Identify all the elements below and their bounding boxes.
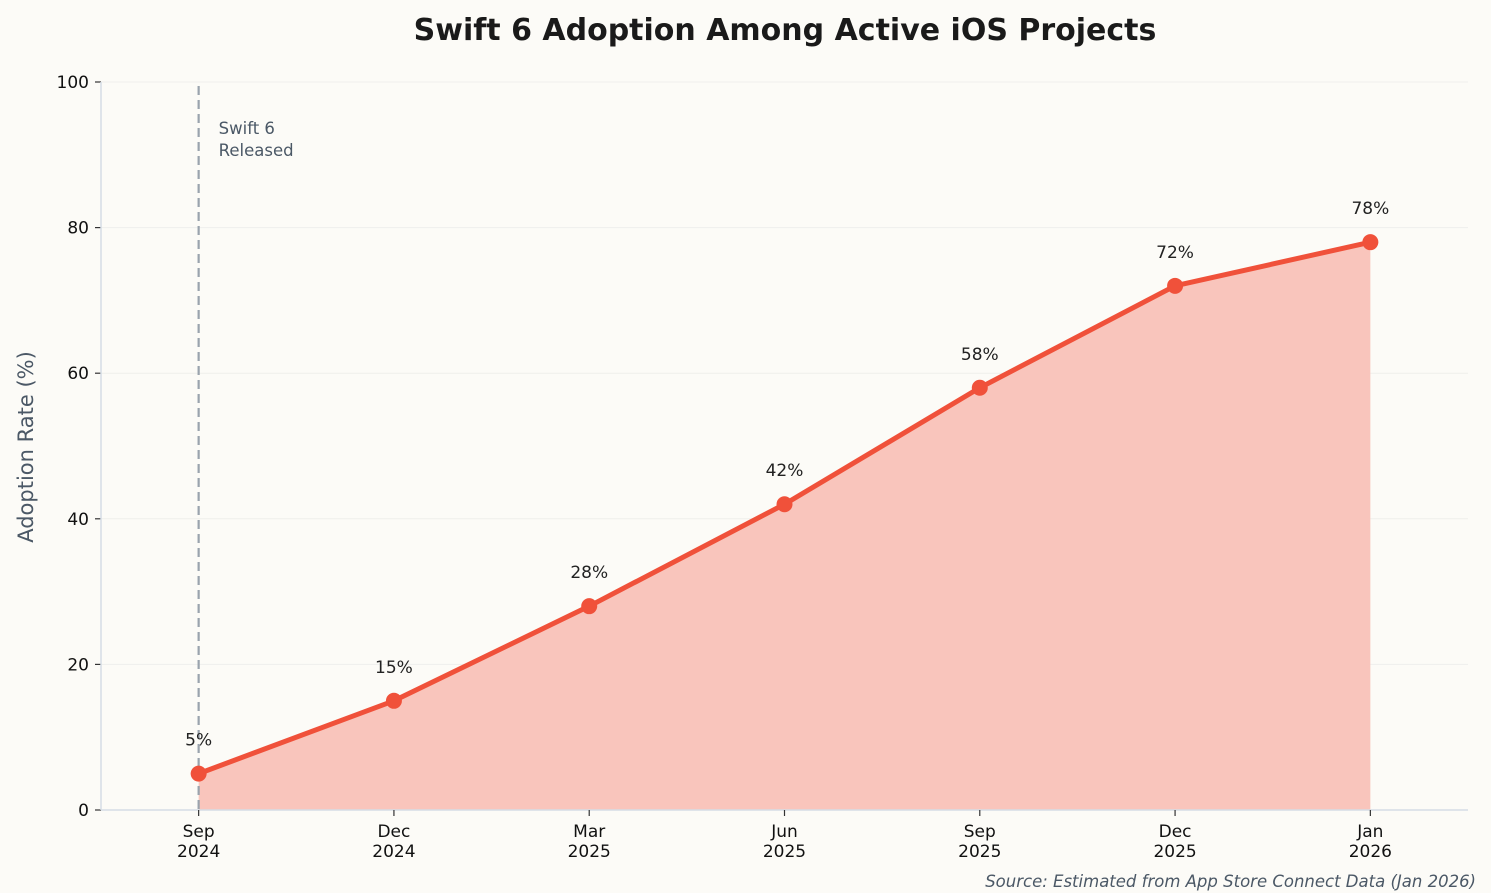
y-axis-label: Adoption Rate (%) bbox=[14, 351, 38, 543]
y-tick-label: 100 bbox=[57, 73, 89, 93]
x-tick-label-year: 2025 bbox=[568, 842, 611, 862]
data-label: 72% bbox=[1156, 243, 1194, 263]
x-tick-label-month: Jan bbox=[1356, 822, 1383, 842]
y-tick-label: 20 bbox=[67, 655, 89, 675]
data-point bbox=[1167, 277, 1184, 294]
x-tick-label-month: Jun bbox=[770, 822, 798, 842]
y-tick-label: 0 bbox=[78, 801, 89, 821]
x-tick-label-month: Dec bbox=[1159, 822, 1192, 842]
release-annotation-line2: Released bbox=[219, 141, 294, 160]
x-tick-label-year: 2025 bbox=[763, 842, 806, 862]
data-point bbox=[385, 692, 402, 709]
data-label: 5% bbox=[185, 731, 212, 751]
data-point bbox=[776, 496, 793, 513]
chart-title: Swift 6 Adoption Among Active iOS Projec… bbox=[414, 13, 1157, 48]
area-fill bbox=[198, 242, 1371, 810]
x-tick-label-year: 2025 bbox=[1153, 842, 1196, 862]
y-tick-label: 80 bbox=[67, 219, 89, 239]
x-tick-label-year: 2024 bbox=[177, 842, 220, 862]
x-tick-label-month: Dec bbox=[377, 822, 410, 842]
x-tick-label-month: Sep bbox=[964, 822, 996, 842]
y-tick-label: 60 bbox=[67, 364, 89, 384]
source-note: Source: Estimated from App Store Connect… bbox=[985, 872, 1476, 891]
x-tick-label-year: 2026 bbox=[1349, 842, 1392, 862]
data-label: 28% bbox=[570, 563, 608, 583]
x-tick-label-month: Mar bbox=[573, 822, 605, 842]
data-point bbox=[190, 765, 207, 782]
data-point bbox=[581, 598, 598, 615]
data-point bbox=[1362, 234, 1379, 251]
data-label: 15% bbox=[375, 658, 413, 678]
data-label: 58% bbox=[961, 345, 999, 365]
x-tick-label-year: 2025 bbox=[958, 842, 1001, 862]
x-tick-label-year: 2024 bbox=[372, 842, 415, 862]
data-point bbox=[971, 379, 988, 396]
x-tick-label-month: Sep bbox=[183, 822, 215, 842]
release-annotation-line1: Swift 6 bbox=[219, 119, 275, 138]
data-label: 78% bbox=[1351, 199, 1389, 219]
y-tick-label: 40 bbox=[67, 510, 89, 530]
data-label: 42% bbox=[766, 461, 804, 481]
